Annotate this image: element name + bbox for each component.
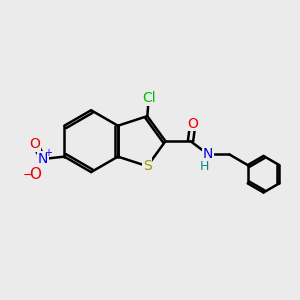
Text: O: O xyxy=(29,167,41,182)
Text: −: − xyxy=(22,169,33,182)
Text: O: O xyxy=(188,116,198,130)
Text: +: + xyxy=(44,148,52,158)
Text: S: S xyxy=(143,159,152,173)
Text: N: N xyxy=(203,147,213,161)
Text: O: O xyxy=(29,137,40,151)
Text: Cl: Cl xyxy=(142,92,156,106)
Text: H: H xyxy=(200,160,209,173)
Text: N: N xyxy=(38,152,48,166)
